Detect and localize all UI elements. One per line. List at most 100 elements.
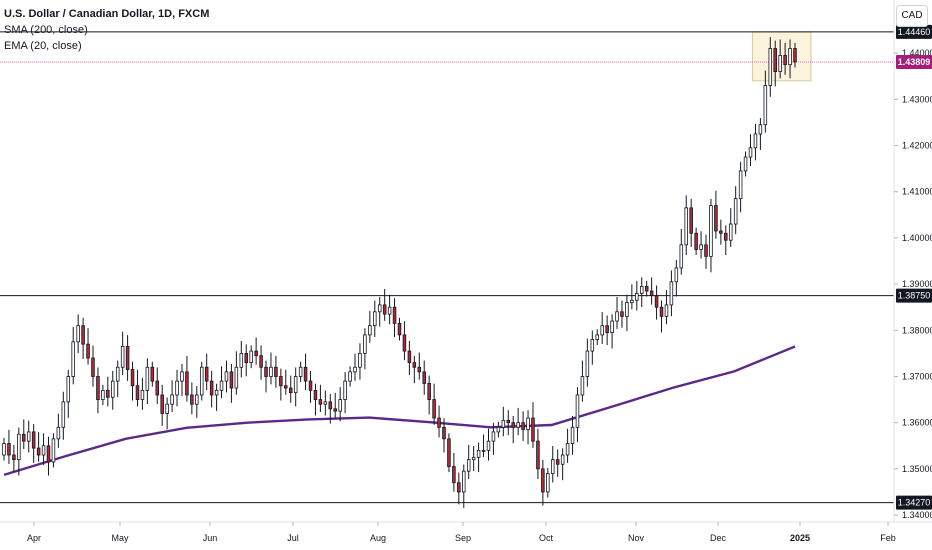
price-tick-label: 1.38000 <box>902 325 932 335</box>
candle <box>259 345 263 380</box>
candle-body <box>654 295 659 308</box>
candle-body <box>788 48 792 66</box>
candle <box>630 284 634 310</box>
candle <box>625 294 629 332</box>
candle <box>486 428 491 461</box>
candle-body <box>353 366 357 373</box>
candle <box>402 321 407 361</box>
candle-body <box>145 366 150 391</box>
candle <box>31 424 36 463</box>
candle <box>26 420 31 453</box>
candle <box>190 382 194 415</box>
time-axis[interactable]: Apr May Jun Jul Aug Sep Oct Nov Dec 2025 Feb <box>27 522 896 543</box>
candle-body <box>12 454 16 461</box>
candle <box>150 361 155 387</box>
candle <box>22 419 26 450</box>
price-badges: 1.44460 1.38750 1.34270 1.43809 <box>896 24 932 510</box>
symbol-title[interactable]: U.S. Dollar / Canadian Dollar, 1D, FXCM <box>4 8 210 20</box>
candle-body <box>679 244 684 269</box>
candle-body <box>491 431 496 442</box>
candle <box>2 437 6 461</box>
candle-body <box>249 350 253 364</box>
candle <box>511 415 515 444</box>
candle-body <box>96 376 100 400</box>
candle <box>249 345 253 369</box>
candle-body <box>71 341 75 377</box>
candle <box>130 361 135 401</box>
candle <box>373 300 377 337</box>
candle <box>66 369 71 418</box>
candle <box>155 367 160 404</box>
price-tick-label: 1.40000 <box>902 233 932 243</box>
candle <box>318 384 323 413</box>
currency-button[interactable]: CAD <box>896 5 928 27</box>
candle-body <box>427 383 431 400</box>
time-tick-label: Feb <box>880 533 896 543</box>
candle <box>526 410 530 445</box>
candle-body <box>748 147 753 158</box>
candle-body <box>269 366 273 377</box>
candle-body <box>170 394 174 405</box>
candle-body <box>338 399 342 412</box>
candle-body <box>644 286 649 292</box>
candle-body <box>284 385 288 389</box>
candle-body <box>61 401 66 428</box>
time-tick-label: Oct <box>539 533 554 543</box>
candle-body <box>36 447 41 456</box>
candle-body <box>610 320 614 334</box>
time-tick-label: 2025 <box>790 533 810 543</box>
candle-body <box>185 371 189 396</box>
candle <box>462 464 466 508</box>
candle-body <box>219 380 224 391</box>
candle-body <box>758 124 763 135</box>
candle-body <box>516 422 520 428</box>
candle <box>728 208 733 247</box>
candle <box>239 340 244 378</box>
candle <box>412 355 417 384</box>
candle <box>457 472 461 505</box>
candle <box>669 270 674 317</box>
ema-indicator-label[interactable]: EMA (20, close) <box>4 40 82 52</box>
candle <box>793 42 797 68</box>
candle-body <box>422 371 426 384</box>
candle <box>224 360 229 393</box>
candle-body <box>486 440 491 451</box>
candle-body <box>86 343 90 359</box>
candle-body <box>190 394 194 405</box>
candle-body <box>224 371 229 382</box>
level-price-badge <box>896 24 932 39</box>
candle <box>234 351 239 395</box>
candle-body <box>595 334 600 340</box>
candle <box>447 433 451 473</box>
price-axis[interactable]: 1.34000 1.35000 1.36000 1.37000 1.38000 1.390… <box>894 48 932 520</box>
candle <box>595 329 600 346</box>
candle <box>106 376 110 407</box>
candle <box>17 427 21 476</box>
candle-body <box>155 380 160 396</box>
candle <box>546 467 550 498</box>
sma-indicator-label[interactable]: SMA (200, close) <box>4 24 88 36</box>
candle-body <box>536 440 540 470</box>
candle-body <box>639 286 644 294</box>
level-price-badge-label: 1.38750 <box>898 291 931 301</box>
candle-body <box>363 334 367 354</box>
candle-body <box>111 380 115 398</box>
candle-body <box>348 371 352 382</box>
level-price-badge <box>896 495 932 510</box>
candle <box>674 260 679 297</box>
candle-body <box>288 387 293 394</box>
candle <box>758 118 763 150</box>
candle <box>145 358 150 404</box>
candle <box>466 444 471 480</box>
candle-body <box>728 223 733 241</box>
candle-body <box>580 376 585 396</box>
candle <box>111 370 115 410</box>
candle <box>610 314 614 349</box>
candle <box>600 312 604 344</box>
candle <box>382 288 387 321</box>
candle-body <box>56 426 61 440</box>
candle-body <box>120 346 125 368</box>
candle <box>476 442 481 473</box>
candle <box>209 370 214 408</box>
